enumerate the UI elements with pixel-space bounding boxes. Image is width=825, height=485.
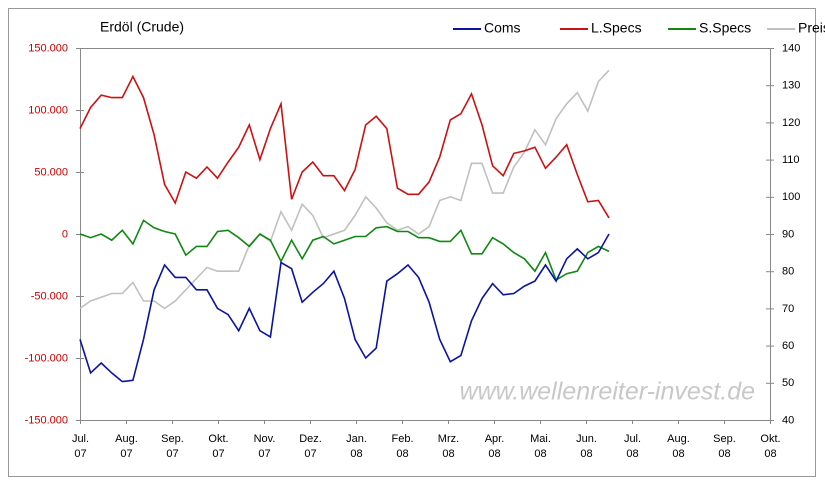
watermark: www.wellenreiter-invest.de [460,378,756,406]
series-line [79,74,610,219]
y-tick-label: -150.000 [25,414,68,426]
y2-tick-label: 70 [782,303,794,315]
y-tick-label: -50.000 [31,290,68,302]
x-tick-label: Aug. 07 [115,433,138,460]
legend-label: L.Specs [591,20,642,36]
y2-tick-label: 130 [782,80,800,92]
y-tick-label: 0 [62,228,68,240]
y-tick-label: -100.000 [25,352,68,364]
y2-tick-label: 100 [782,191,800,203]
y2-tick-label: 110 [782,154,800,166]
x-tick-label: Aug. 08 [667,433,690,460]
y-tick-label: 100.000 [28,104,68,116]
y2-tick-label: 90 [782,228,794,240]
series-line [79,69,610,310]
x-tick-label: Jun. 08 [576,433,597,460]
y2-tick-label: 140 [782,42,800,54]
y2-tick-label: 80 [782,266,794,278]
y2-tick-label: 50 [782,377,794,389]
y-tick-label: 50.000 [34,166,68,178]
x-tick-label: Sep. 08 [713,433,736,460]
series-line [79,219,610,282]
x-tick-label: Jan. 08 [346,433,367,460]
x-tick-label: Nov. 07 [253,433,276,460]
y2-tick-label: 120 [782,117,800,129]
series-line [79,233,610,383]
legend-label: Coms [484,20,521,36]
x-tick-label: Mrz. 08 [437,433,460,460]
plot-area [80,48,771,421]
x-tick-label: Sep. 07 [161,433,184,460]
x-tick-label: Mai. 08 [530,433,551,460]
y-tick-label: 150.000 [28,42,68,54]
chart-title: Erdöl (Crude) [100,19,184,35]
legend-label: S.Specs [699,20,751,36]
x-tick-label: Jul. 07 [71,433,90,460]
x-tick-label: Jul. 08 [623,433,642,460]
legend-label: Preis [798,20,825,36]
x-tick-label: Feb. 08 [391,433,414,460]
x-tick-label: Okt. 07 [208,433,229,460]
y2-tick-label: 40 [782,414,794,426]
x-tick-label: Apr. 08 [484,433,505,460]
x-tick-label: Dez. 07 [299,433,322,460]
x-tick-label: Okt. 08 [760,433,781,460]
y2-tick-label: 60 [782,340,794,352]
